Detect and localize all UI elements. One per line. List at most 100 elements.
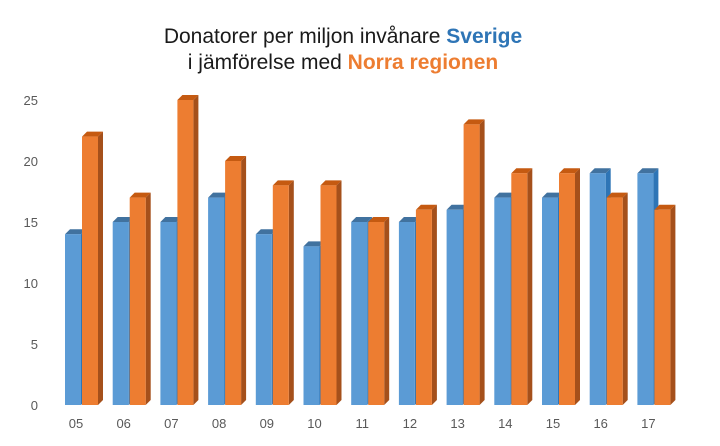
bar-side-face (336, 180, 342, 405)
bar-top-face (542, 192, 563, 198)
bar-front-face (112, 222, 129, 405)
bar-front-face (129, 197, 146, 405)
bar-side-face (575, 168, 580, 405)
x-tick-label: 14 (498, 416, 512, 431)
bar-top-face (654, 204, 676, 210)
bar-top-face (272, 180, 294, 186)
chart-title-line-1: Donatorer per miljon invånare Sverige (164, 25, 522, 48)
bar-top-face (589, 168, 611, 174)
x-tick-label: 09 (260, 416, 274, 431)
bar-top-face (303, 241, 325, 247)
bar-side-face (288, 180, 294, 405)
y-tick-label: 20 (24, 154, 38, 169)
bar-top-face (82, 131, 103, 137)
y-axis-tick-labels: 0 5 10 15 20 25 (24, 93, 38, 413)
bar-side-face (241, 156, 247, 405)
x-tick-label: 07 (164, 416, 178, 431)
bar-front-face (351, 222, 368, 405)
bar-front-face (177, 100, 194, 405)
y-tick-label: 5 (31, 337, 38, 352)
bar-top-face (494, 192, 516, 198)
y-tick-label: 15 (24, 215, 38, 230)
bar-front-face (65, 234, 81, 405)
bar-side-face (670, 204, 676, 405)
bar-front-face (415, 209, 432, 405)
bar (559, 168, 580, 405)
bar-front-face (589, 173, 606, 405)
bar-front-face (82, 136, 98, 405)
bar (225, 156, 247, 405)
bar-front-face (320, 185, 337, 405)
y-tick-label: 10 (24, 276, 38, 291)
bar-front-face (160, 222, 177, 405)
bar-side-face (431, 204, 437, 405)
bar-top-face (112, 217, 134, 222)
bar-top-face (398, 217, 420, 222)
chart-title-line-2: i jämförelse med Norra regionen (188, 51, 498, 74)
bar-front-face (303, 246, 320, 405)
bar-top-face (637, 168, 659, 174)
bar-front-face (511, 173, 528, 405)
bar (415, 204, 437, 405)
bar (463, 119, 485, 406)
bar-front-face (637, 173, 654, 405)
bar (129, 192, 151, 405)
title-line-2-prefix: i jämförelse med (188, 51, 348, 74)
bar-front-face (559, 173, 575, 405)
bar (654, 204, 676, 405)
x-tick-label: 17 (641, 416, 655, 431)
bar-front-face (463, 124, 480, 406)
bar-front-face (225, 161, 242, 405)
bar-side-face (193, 95, 199, 405)
x-tick-label: 11 (355, 416, 369, 431)
bar-top-face (415, 204, 437, 210)
bar-side-face (527, 168, 533, 405)
x-tick-label: 06 (116, 416, 130, 431)
y-tick-label: 25 (24, 93, 38, 108)
bar-front-face (654, 209, 671, 405)
x-tick-label: 12 (403, 416, 417, 431)
x-tick-label: 15 (546, 416, 560, 431)
bar-top-face (129, 192, 151, 198)
bar-front-face (494, 197, 511, 405)
bar-front-face (398, 222, 415, 405)
title-line-2-highlight: Norra regionen (348, 51, 499, 74)
bar-top-face (559, 168, 580, 174)
title-line-1-highlight: Sverige (446, 25, 522, 48)
bar-top-face (446, 204, 468, 210)
bar-top-face (320, 180, 342, 186)
x-tick-label: 13 (450, 416, 464, 431)
bar-side-face (98, 131, 103, 405)
y-tick-label: 0 (31, 398, 38, 413)
bar-front-face (446, 209, 463, 405)
bar (272, 180, 294, 405)
bar (82, 131, 103, 405)
bar-top-face (255, 229, 277, 235)
bar-side-face (145, 192, 151, 405)
bar-top-face (65, 229, 86, 235)
bar (320, 180, 342, 405)
bar (177, 95, 199, 405)
bar-top-face (225, 156, 247, 161)
bar-top-face (160, 217, 182, 222)
bar-side-face (384, 217, 390, 405)
bar-top-face (606, 192, 628, 198)
bar-top-face (368, 217, 390, 222)
bar-top-face (177, 95, 199, 100)
bar (511, 168, 533, 405)
bar-front-face (255, 234, 272, 405)
bar-top-face (511, 168, 533, 174)
bar (606, 192, 628, 405)
bar-side-face (622, 192, 628, 405)
bar-front-face (606, 197, 623, 405)
x-tick-label: 05 (69, 416, 83, 431)
x-axis-tick-labels: 05 06 07 08 09 10 11 12 13 14 15 16 17 (69, 416, 656, 431)
bar-front-face (272, 185, 289, 405)
bar-front-face (208, 197, 225, 405)
bar-front-face (542, 197, 558, 405)
bar-top-face (463, 119, 485, 125)
x-tick-label: 10 (307, 416, 321, 431)
bar (368, 217, 390, 405)
bar-side-face (479, 119, 485, 406)
